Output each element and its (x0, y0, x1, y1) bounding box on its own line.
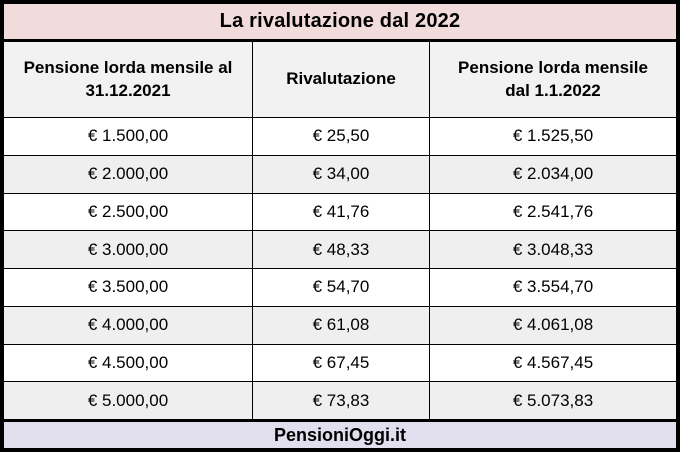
table-cell: € 61,08 (252, 306, 430, 344)
table-row: € 2.500,00 € 41,76 € 2.541,76 (4, 193, 676, 232)
table-cell: € 4.061,08 (512, 315, 594, 335)
column-header-rivalutazione: Rivalutazione (252, 42, 430, 117)
table-row: € 4.500,00 € 67,45 € 4.567,45 (4, 344, 676, 383)
table-row: € 1.500,00 € 25,50 € 1.525,50 (4, 118, 676, 156)
table-row: € 4.000,00 € 61,08 € 4.061,08 (4, 306, 676, 345)
brand-text: PensioniOggi.it (273, 424, 406, 445)
table-cell: € 2.500,00 (87, 201, 169, 221)
table-row: € 3.000,00 € 48,33 € 3.048,33 (4, 231, 676, 269)
table-header-row: Pensione lorda mensile al 31.12.2021 Riv… (4, 42, 676, 118)
column-header-pension-2021: Pensione lorda mensile al 31.12.2021 (23, 58, 233, 100)
table-cell: € 4.000,00 (87, 315, 169, 335)
table-cell: € 4.567,45 (512, 352, 594, 372)
title-bar: La rivalutazione dal 2022 (4, 4, 676, 42)
table-cell: € 2.034,00 (512, 164, 594, 184)
table-row: € 3.500,00 € 54,70 € 3.554,70 (4, 269, 676, 307)
table-cell: € 54,70 (252, 269, 430, 306)
table-cell: € 34,00 (252, 155, 430, 193)
table-cell: € 4.500,00 (87, 352, 169, 372)
table-cell: € 3.048,33 (512, 239, 594, 259)
data-rows: € 1.500,00 € 25,50 € 1.525,50 € 2.000,00 € 3… (4, 118, 676, 419)
table-cell: € 25,50 (252, 118, 430, 155)
table-cell: € 1.500,00 (87, 126, 169, 146)
table-cell: € 1.525,50 (512, 126, 594, 146)
table-cell: € 2.000,00 (87, 164, 169, 184)
page-title: La rivalutazione dal 2022 (219, 10, 461, 32)
table-row: € 2.000,00 € 34,00 € 2.034,00 (4, 155, 676, 194)
table-cell: € 2.541,76 (512, 201, 594, 221)
table-cell: € 5.073,83 (512, 390, 594, 410)
footer-bar: PensioniOggi.it (4, 419, 676, 448)
table-cell: € 48,33 (252, 231, 430, 268)
table-cell: € 5.000,00 (87, 390, 169, 410)
table-cell: € 73,83 (252, 382, 430, 419)
table-cell: € 3.500,00 (87, 277, 169, 297)
table-cell: € 67,45 (252, 344, 430, 382)
table-cell: € 3.554,70 (512, 277, 594, 297)
table-cell: € 3.000,00 (87, 239, 169, 259)
table-cell: € 41,76 (252, 193, 430, 231)
column-header-pension-2022: Pensione lorda mensile dal 1.1.2022 (458, 58, 648, 100)
table-row: € 5.000,00 € 73,83 € 5.073,83 (4, 382, 676, 419)
